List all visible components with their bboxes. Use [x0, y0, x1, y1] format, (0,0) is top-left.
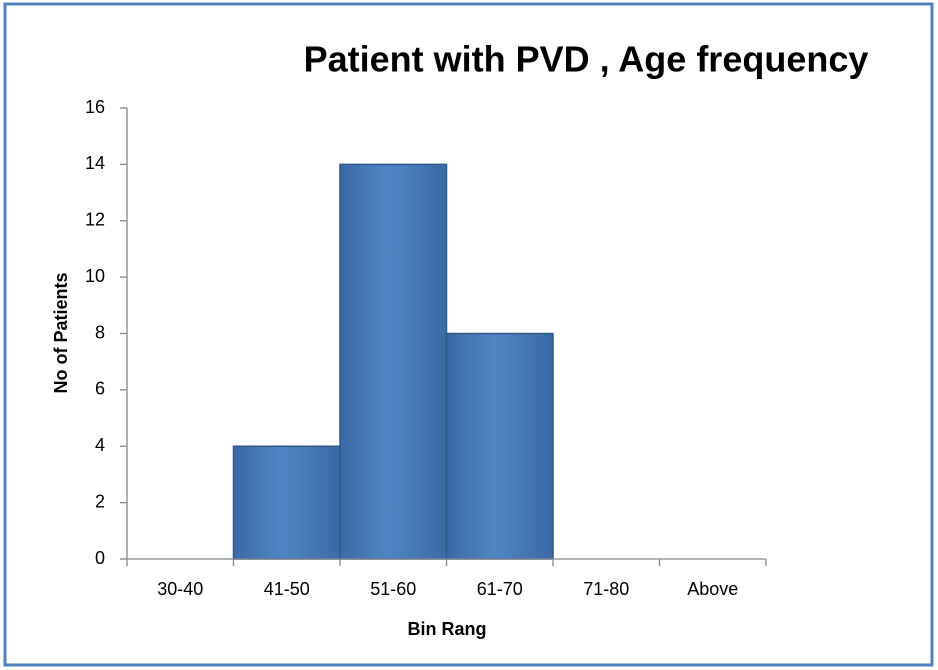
- x-tick-label: 71-80: [583, 579, 629, 599]
- chart-title: Patient with PVD , Age frequency: [304, 39, 869, 80]
- y-tick-label: 16: [85, 97, 105, 117]
- x-tick-label: 41-50: [264, 579, 310, 599]
- bar: [339, 163, 448, 560]
- y-tick-label: 4: [95, 435, 105, 455]
- bar: [445, 332, 554, 560]
- y-tick-label: 10: [85, 266, 105, 286]
- y-tick-label: 14: [85, 153, 105, 173]
- x-tick-label: 30-40: [157, 579, 203, 599]
- y-tick-label: 8: [95, 322, 105, 342]
- x-axis-title: Bin Rang: [408, 619, 487, 639]
- x-tick-label: 51-60: [370, 579, 416, 599]
- y-tick-label: 12: [85, 210, 105, 230]
- x-tick-label: Above: [687, 579, 738, 599]
- y-tick-label: 6: [95, 379, 105, 399]
- y-axis-title: No of Patients: [51, 272, 71, 393]
- y-tick-label: 2: [95, 491, 105, 511]
- y-tick-label: 0: [95, 548, 105, 568]
- bar: [232, 445, 341, 560]
- x-tick-label: 61-70: [477, 579, 523, 599]
